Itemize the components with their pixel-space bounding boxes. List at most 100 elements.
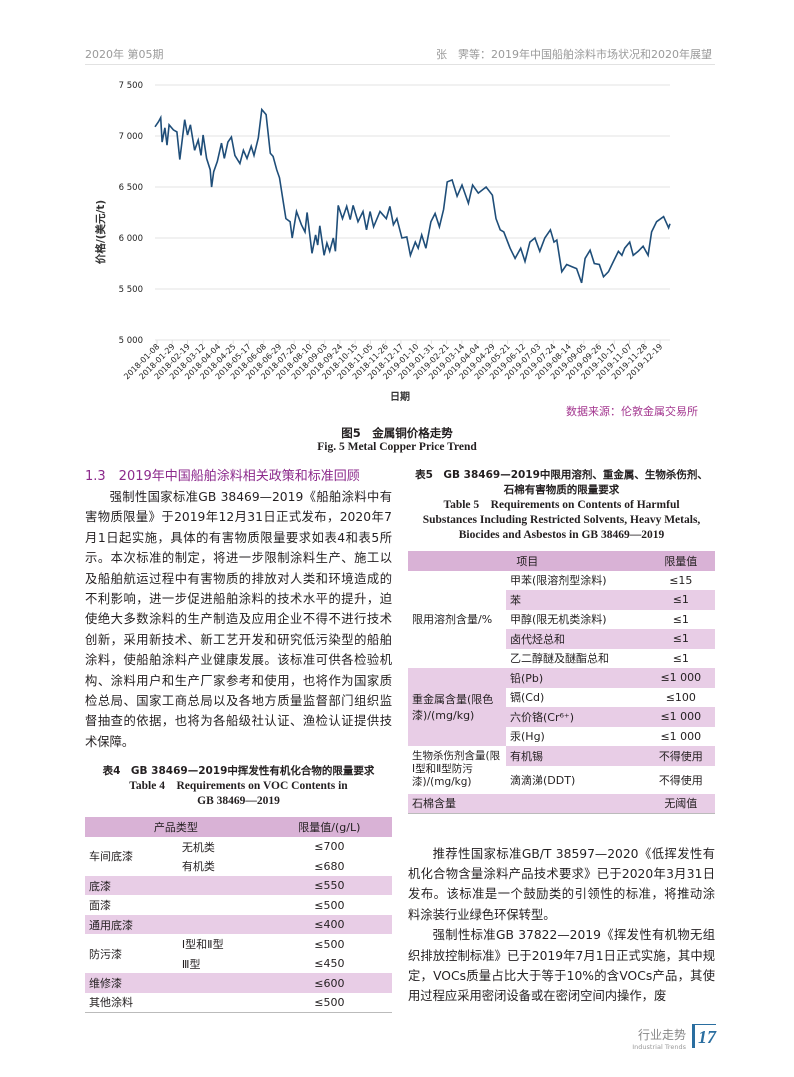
cell: ≤1 000 — [660, 710, 702, 724]
y-axis-title: 价格/(美元/t) — [94, 200, 107, 264]
table-row: 通用底漆 ≤400 — [85, 914, 392, 935]
series-line — [154, 107, 671, 284]
section-heading: 1.3 2019年中国船舶涂料相关政策和标准回顾 — [85, 469, 360, 484]
cell: 镉(Cd) — [506, 687, 647, 707]
cell: Ⅰ型和Ⅱ型 — [181, 938, 224, 952]
left-column: 1.3 2019年中国船舶涂料相关政策和标准回顾 强制性国家标准GB 38469… — [85, 467, 392, 1013]
table-row: 重金属含量(限色漆)/(mg/kg) 铅(Pb) ≤1 000 — [408, 668, 715, 722]
table-row: 有机类 ≤680 — [85, 856, 392, 876]
footer-section-cn: 行业走势 — [637, 1028, 686, 1042]
col-header: 限量值/(g/L) — [266, 817, 392, 837]
cell: 生物杀伤剂含量(限Ⅰ型和Ⅱ型防污漆)/(mg/kg) — [412, 750, 501, 789]
table-row: 石棉含量 无阈值 — [408, 793, 715, 813]
cell: ≤600 — [314, 976, 345, 990]
table-row: 防污漆 Ⅰ型和Ⅱ型 ≤500 — [85, 934, 392, 961]
cell: ≤1 — [672, 593, 689, 607]
cell: ≤550 — [314, 879, 345, 893]
table-row: 甲醇(限无机类涂料) ≤1 — [408, 610, 715, 630]
table-row: 镉(Cd) ≤100 — [408, 687, 715, 707]
cell: ≤680 — [314, 859, 345, 873]
cell: 乙二醇醚及醚酯总和 — [510, 652, 609, 666]
cell: 有机类 — [181, 860, 215, 874]
cell: 六价铬(Cr⁶⁺) — [510, 710, 575, 724]
body-paragraph: 强制性标准GB 37822—2019《挥发性有机物无组织排放控制标准》已于201… — [408, 928, 715, 1004]
table4-caption-en-2: GB 38469—2019 — [197, 795, 280, 808]
y-tick-label: 5 500 — [119, 285, 143, 295]
table-row: 面漆 ≤500 — [85, 895, 392, 915]
cell: 其他涂料 — [89, 996, 133, 1010]
table4: 表4 GB 38469—2019中挥发性有机化合物的限量要求 Table 4 R… — [85, 764, 392, 1013]
col-header: 产品类型 — [85, 817, 267, 837]
table5-caption-en: Table 5 Requirements on Contents of Harm… — [443, 499, 680, 511]
footer-section: 行业走势 Industrial Trends — [632, 1026, 686, 1051]
header-divider — [85, 64, 715, 65]
cell: Ⅲ型 — [181, 957, 201, 971]
table5-caption-cn: 表5 GB 38469—2019中限用溶剂、重金属、生物杀伤剂、 — [415, 469, 708, 481]
table-row: 汞(Hg) ≤1 000 — [408, 726, 715, 746]
cell: ≤450 — [314, 957, 345, 971]
col-header: 限量值 — [646, 551, 715, 571]
table-row: Ⅲ型 ≤450 — [85, 954, 392, 974]
figure-caption-cn: 图5 金属铜价格走势 — [341, 426, 453, 440]
cell: 维修漆 — [89, 977, 122, 991]
table4-caption-cn: 表4 GB 38469—2019中挥发性有机化合物的限量要求 — [102, 765, 375, 778]
cell: ≤500 — [314, 898, 345, 912]
cell: 不得使用 — [646, 746, 715, 766]
cell: 无机类 — [181, 840, 215, 854]
cell: ≤1 000 — [660, 671, 702, 685]
x-axis-title: 日期 — [390, 390, 410, 403]
data-source: 数据来源：伦敦金属交易所 — [566, 405, 698, 418]
table5-caption-cn-2: 石棉有害物质的限量要求 — [503, 484, 620, 496]
y-tick-label: 7 000 — [119, 132, 143, 142]
cell: 甲醇(限无机类涂料) — [510, 613, 607, 627]
table-row: 底漆 ≤550 — [85, 875, 392, 896]
cell: 面漆 — [89, 899, 111, 913]
cell: 滴滴涕(DDT) — [510, 773, 576, 787]
cell: ≤1 — [672, 632, 689, 646]
page-number: 17 — [692, 1024, 716, 1048]
cell: ≤400 — [314, 918, 345, 932]
cell: ≤1 000 — [646, 726, 715, 746]
cell: 汞(Hg) — [506, 726, 647, 746]
cell: 重金属含量(限色漆)/(mg/kg) — [412, 693, 494, 722]
cell: ≤1 — [672, 651, 689, 665]
right-column: 表5 GB 38469—2019中限用溶剂、重金属、生物杀伤剂、 石棉有害物质的… — [408, 468, 715, 1007]
cell: 车间底漆 — [89, 850, 133, 864]
table-row: 生物杀伤剂含量(限Ⅰ型和Ⅱ型防污漆)/(mg/kg) 有机锡 不得使用 — [408, 746, 715, 788]
y-tick-label: 7 500 — [119, 81, 143, 91]
table5-caption-en-2: Substances Including Restricted Solvents… — [422, 514, 701, 526]
col-header: 项目 — [408, 551, 647, 571]
table-row: 乙二醇醚及醚酯总和 ≤1 — [408, 649, 715, 669]
cell: ≤500 — [314, 937, 345, 951]
header-issue: 2020年 第05期 — [85, 48, 164, 61]
cell: 石棉含量 — [412, 797, 456, 810]
cell: 甲苯(限溶剂型涂料) — [510, 574, 607, 588]
table-row: 滴滴涕(DDT) 不得使用 — [408, 766, 715, 794]
y-tick-label: 6 000 — [119, 234, 143, 244]
cell: 底漆 — [89, 879, 111, 893]
y-tick-label: 5 000 — [119, 336, 143, 346]
table-row: 限用溶剂含量/% 甲苯(限溶剂型涂料) ≤15 — [408, 571, 715, 627]
body-paragraph: 强制性国家标准GB 38469—2019《船舶涂料中有害物质限量》于2019年1… — [85, 490, 392, 749]
cell: 有机锡 — [506, 746, 647, 766]
header-article-title: 张 霁等：2019年中国船舶涂料市场状况和2020年展望 — [436, 48, 712, 61]
harmful-substances-table: 项目 限量值 限用溶剂含量/% 甲苯(限溶剂型涂料) ≤15 苯 ≤1 甲醇(限无机类涂… — [408, 551, 715, 814]
table-row: 维修漆 ≤600 — [85, 973, 392, 993]
figure-caption-en: Fig. 5 Metal Copper Price Trend — [317, 441, 477, 453]
cell: 通用底漆 — [89, 918, 133, 932]
cell: 防污漆 — [89, 947, 122, 961]
table5-caption-en-3: Biocides and Asbestos in GB 38469—2019 — [458, 529, 665, 541]
cell: ≤15 — [669, 573, 693, 587]
cell: ≤100 — [646, 687, 715, 707]
cell: 无阈值 — [664, 797, 698, 810]
body-paragraph: 推荐性国家标准GB/T 38597—2020《低挥发性有机化合物含量涂料产品技术… — [408, 846, 715, 922]
cell: 限用溶剂含量/% — [412, 613, 493, 627]
cell: 不得使用 — [658, 773, 703, 787]
cell: ≤1 — [672, 612, 689, 626]
footer-section-en: Industrial Trends — [632, 1043, 686, 1051]
voc-table: 产品类型 限量值/(g/L) 车间底漆 无机类 ≤700 有机类 ≤680 底漆 ≤550… — [85, 817, 392, 1013]
cell: ≤500 — [314, 995, 345, 1009]
table-row: 其他涂料 ≤500 — [85, 993, 392, 1013]
cell: 苯 — [510, 593, 521, 607]
